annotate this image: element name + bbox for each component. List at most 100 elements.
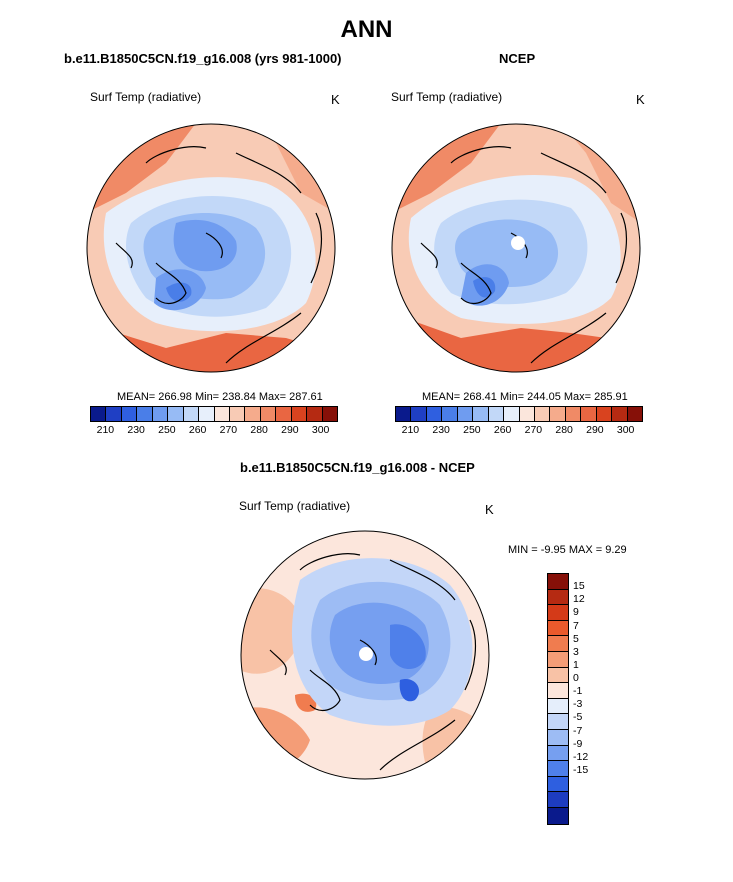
- diff-stats: MIN = -9.95 MAX = 9.29: [508, 544, 627, 556]
- colorbar-swatch: [548, 729, 568, 746]
- cold-region: [166, 282, 192, 302]
- cold-region: [173, 219, 237, 272]
- colorbar-swatch: [581, 407, 597, 421]
- colorbar-tick-label: 9: [573, 606, 579, 619]
- diff-unit-label: K: [485, 502, 494, 517]
- negative-region: [399, 679, 420, 702]
- colorbar-tick-label: -7: [573, 724, 583, 737]
- diff-colorbar-ticks: 15 12 9 7 5 3 1 0 -1 -3 -5 -7 -9 -12 -15: [573, 573, 603, 783]
- left-panel-title: b.e11.B1850C5CN.f19_g16.008 (yrs 981-100…: [64, 51, 342, 66]
- colorbar-swatch: [183, 407, 200, 421]
- cold-region: [473, 277, 496, 298]
- colorbar-swatch: [199, 407, 215, 421]
- negative-region: [390, 624, 426, 670]
- colorbar-swatch: [488, 407, 505, 421]
- colorbar-tick-label: 300: [616, 424, 635, 436]
- missing-data-pole: [511, 236, 525, 250]
- colorbar-tick-label: 250: [158, 424, 176, 436]
- colorbar-tick-label: 250: [463, 424, 481, 436]
- colorbar-swatch: [137, 407, 153, 421]
- colorbar-swatch: [91, 407, 107, 421]
- right-variable-label: Surf Temp (radiative): [391, 90, 503, 104]
- colorbar-swatch: [548, 745, 568, 762]
- left-stats: MEAN= 266.98 Min= 238.84 Max= 287.61: [117, 391, 323, 403]
- colorbar-swatch: [550, 407, 566, 421]
- colorbar-swatch: [548, 620, 568, 637]
- colorbar-swatch: [534, 407, 551, 421]
- left-polar-map: [86, 123, 336, 373]
- colorbar-swatch: [245, 407, 261, 421]
- colorbar-tick-label: 290: [586, 424, 604, 436]
- colorbar-tick-label: -12: [573, 750, 589, 763]
- colorbar-swatch: [504, 407, 520, 421]
- colorbar-swatch: [548, 574, 568, 590]
- right-stats: MEAN= 268.41 Min= 244.05 Max= 285.91: [422, 391, 628, 403]
- missing-data-pole: [359, 647, 373, 661]
- right-unit-label: K: [636, 92, 645, 107]
- left-unit-label: K: [331, 92, 340, 107]
- colorbar-swatch: [411, 407, 427, 421]
- left-variable-label: Surf Temp (radiative): [90, 90, 202, 104]
- diff-polar-map: [240, 530, 490, 780]
- colorbar-swatch: [548, 683, 568, 699]
- map-border: [86, 123, 336, 373]
- diff-panel-title: b.e11.B1850C5CN.f19_g16.008 - NCEP: [240, 460, 475, 475]
- right-panel-title: NCEP: [499, 51, 536, 66]
- colorbar-tick-label: 270: [524, 424, 543, 436]
- colorbar-tick-label: 260: [188, 424, 207, 436]
- colorbar-tick-label: -3: [573, 698, 583, 711]
- right-colorbar-ticks: 210 230 250 260 270 280 290 300: [395, 424, 641, 438]
- colorbar-tick-label: -9: [573, 737, 583, 750]
- colorbar-tick-label: 280: [250, 424, 268, 436]
- colorbar-tick-label: 230: [127, 424, 145, 436]
- colorbar-tick-label: 280: [555, 424, 573, 436]
- colorbar-tick-label: 210: [401, 424, 420, 436]
- colorbar-swatch: [168, 407, 184, 421]
- colorbar-tick-label: 12: [573, 593, 585, 606]
- colorbar-tick-label: 290: [281, 424, 299, 436]
- colorbar-swatch: [548, 698, 568, 715]
- colorbar-swatch: [322, 407, 337, 421]
- coastline: [269, 553, 476, 771]
- colorbar-swatch: [548, 792, 568, 808]
- positive-region: [241, 588, 302, 674]
- colorbar-tick-label: -5: [573, 711, 583, 724]
- colorbar-tick-label: -1: [573, 685, 583, 698]
- left-colorbar-ticks: 210 230 250 260 270 280 290 300: [90, 424, 336, 438]
- colorbar-swatch: [426, 407, 443, 421]
- colorbar-swatch: [548, 589, 568, 606]
- map-border: [391, 123, 641, 373]
- colorbar-swatch: [627, 407, 642, 421]
- colorbar-tick-label: 270: [219, 424, 238, 436]
- colorbar-tick-label: 210: [96, 424, 115, 436]
- colorbar-swatch: [612, 407, 628, 421]
- colorbar-tick-label: 0: [573, 672, 579, 684]
- left-colorbar: [90, 406, 338, 422]
- colorbar-tick-label: 7: [573, 619, 579, 632]
- colorbar-swatch: [152, 407, 169, 421]
- colorbar-swatch: [121, 407, 138, 421]
- colorbar-swatch: [548, 651, 568, 668]
- diff-variable-label: Surf Temp (radiative): [239, 499, 351, 513]
- colorbar-swatch: [596, 407, 613, 421]
- colorbar-swatch: [276, 407, 292, 421]
- colorbar-swatch: [565, 407, 582, 421]
- right-colorbar: [395, 406, 643, 422]
- colorbar-swatch: [307, 407, 323, 421]
- map-border: [240, 530, 490, 780]
- colorbar-tick-label: 260: [493, 424, 512, 436]
- colorbar-tick-label: 300: [311, 424, 330, 436]
- coastline: [115, 146, 322, 364]
- colorbar-swatch: [548, 714, 568, 730]
- main-title: ANN: [340, 16, 393, 43]
- colorbar-swatch: [548, 636, 568, 652]
- colorbar-swatch: [260, 407, 277, 421]
- colorbar-swatch: [106, 407, 122, 421]
- positive-region: [295, 693, 317, 712]
- colorbar-swatch: [291, 407, 308, 421]
- colorbar-tick-label: 230: [432, 424, 450, 436]
- colorbar-swatch: [473, 407, 489, 421]
- colorbar-swatch: [457, 407, 474, 421]
- diff-colorbar: [547, 573, 569, 825]
- coastline: [420, 146, 627, 364]
